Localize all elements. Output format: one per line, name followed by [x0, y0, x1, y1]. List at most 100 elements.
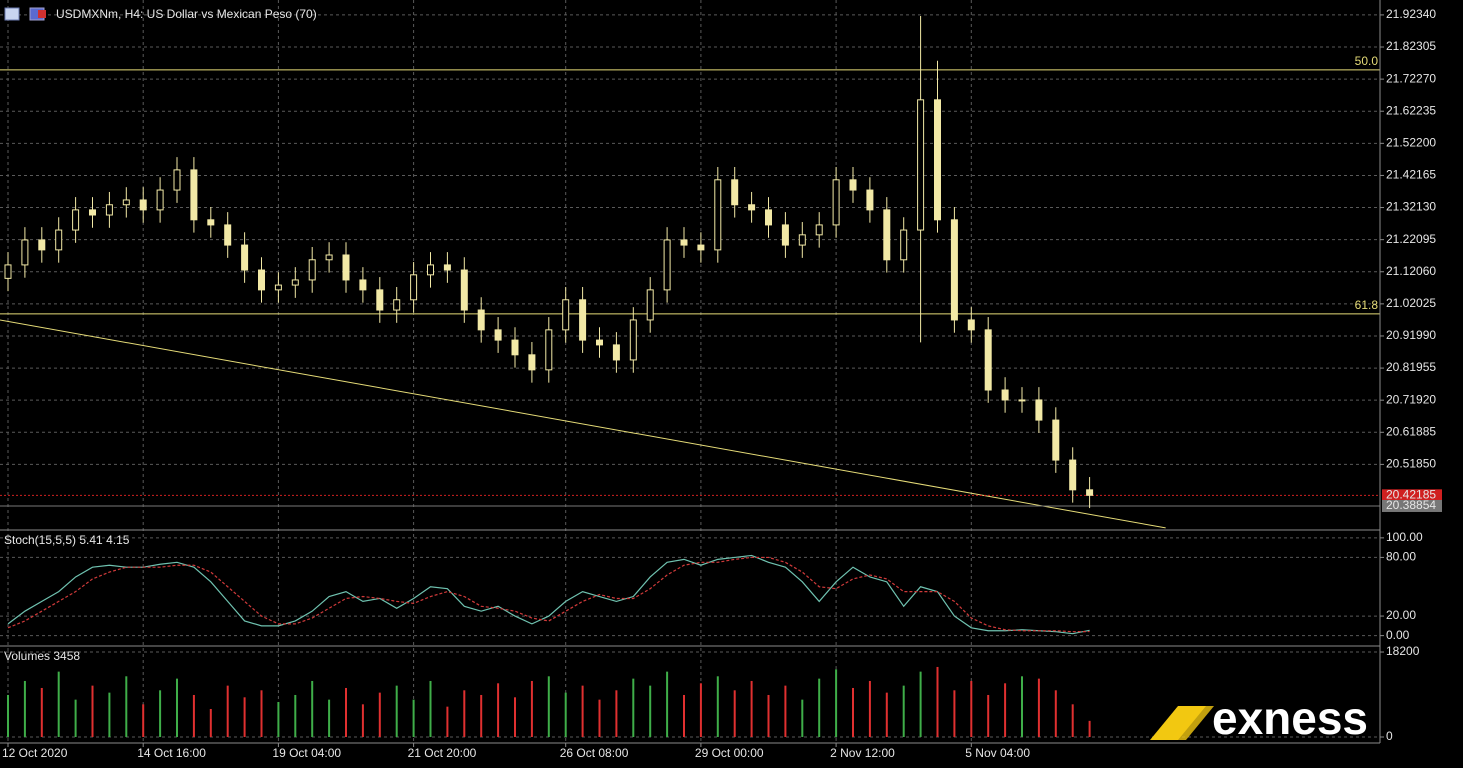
volume-bar	[885, 692, 888, 738]
volume-bar	[497, 683, 500, 738]
volume-bar	[987, 694, 990, 738]
y-tick-label: 20.91990	[1386, 328, 1436, 342]
volume-bar	[733, 690, 736, 738]
candle-body	[883, 209, 891, 261]
volume-bar	[868, 680, 871, 738]
candle-body	[629, 319, 637, 361]
y-tick-label: 20.61885	[1386, 424, 1436, 438]
volume-bar	[192, 694, 195, 738]
volume-bar	[378, 692, 381, 738]
candle-body	[274, 284, 282, 291]
y-tick-label: 0.00	[1386, 628, 1410, 642]
candle-body	[731, 179, 739, 206]
volume-bar	[1054, 690, 1057, 738]
volume-bar	[159, 690, 162, 738]
candle-body	[866, 189, 874, 211]
candle-body	[72, 209, 80, 231]
volume-bar	[412, 699, 415, 738]
y-tick-label: 20.71920	[1386, 392, 1436, 406]
volume-bar	[480, 694, 483, 738]
volume-bar	[902, 685, 905, 738]
candle-body	[1052, 419, 1060, 461]
level-label: 50.0	[1355, 54, 1379, 68]
candle-body	[21, 239, 29, 266]
mark-layer	[0, 15, 1442, 738]
volume-bar	[294, 694, 297, 738]
candle-body	[612, 344, 620, 361]
candle-body	[748, 204, 756, 211]
candle-body	[967, 319, 975, 331]
volume-bar	[142, 704, 145, 738]
candle-body	[258, 269, 265, 291]
logo: exness	[1150, 692, 1368, 744]
candle-body	[410, 274, 418, 301]
price-tag-label: 20.38854	[1386, 498, 1436, 512]
volume-bar	[970, 680, 973, 738]
candle-body	[4, 264, 12, 279]
volume-bar	[125, 676, 128, 738]
candle-body	[528, 354, 536, 371]
candle-body	[156, 189, 164, 211]
candle-body	[477, 309, 485, 331]
x-tick-label: 26 Oct 08:00	[560, 746, 629, 760]
candle-body	[376, 289, 384, 311]
candle-body	[460, 269, 468, 311]
volume-bar	[91, 685, 94, 738]
logo-text: exness	[1212, 692, 1368, 744]
volume-bar	[260, 690, 263, 738]
price-tag	[1382, 489, 1442, 502]
volume-bar	[649, 685, 652, 738]
candle-body	[1069, 459, 1077, 491]
y-tick-label: 21.72270	[1386, 71, 1436, 85]
y-tick-label: 20.00	[1386, 608, 1416, 622]
candle-body	[342, 254, 350, 281]
candle-body	[308, 259, 316, 281]
candle-body	[832, 179, 840, 226]
candle-body	[849, 179, 857, 191]
candle-body	[1018, 399, 1026, 402]
volume-bar	[463, 690, 466, 738]
volume-bar	[243, 697, 246, 738]
x-tick-label: 5 Nov 04:00	[965, 746, 1030, 760]
volume-bar	[57, 671, 60, 738]
candle-body	[646, 289, 654, 321]
y-tick-label: 80.00	[1386, 550, 1416, 564]
volume-bar	[666, 671, 669, 738]
candle-body	[1001, 389, 1009, 401]
y-tick-label: 21.12060	[1386, 264, 1436, 278]
volume-bar	[209, 708, 212, 738]
candle-body	[139, 199, 147, 211]
volume-bar	[699, 683, 702, 738]
volume-bar	[750, 680, 753, 738]
x-tick-label: 2 Nov 12:00	[830, 746, 895, 760]
volume-bar	[7, 694, 9, 738]
y-tick-label: 0	[1386, 729, 1393, 743]
candle-body	[55, 229, 63, 251]
candle-body	[697, 244, 705, 251]
candle-body	[714, 179, 722, 251]
volume-bar	[1021, 676, 1023, 738]
y-tick-label: 100.00	[1386, 530, 1423, 544]
candle-body	[443, 264, 451, 271]
volume-bar	[716, 676, 719, 738]
y-tick-label: 21.32130	[1386, 200, 1436, 214]
candle-body	[596, 339, 603, 346]
candle-body	[207, 219, 215, 226]
chart-header: USDMXNm, H4: US Dollar vs Mexican Peso (…	[56, 7, 317, 21]
x-tick-label: 21 Oct 20:00	[408, 746, 477, 760]
candle-body	[89, 209, 96, 216]
candle-body	[105, 204, 113, 216]
volume-bar	[40, 687, 43, 738]
icon	[4, 7, 20, 21]
indicator-title: Volumes 3458	[4, 649, 80, 663]
volume-bar	[581, 685, 584, 738]
y-tick-label: 21.82305	[1386, 39, 1436, 53]
candle-body	[663, 239, 671, 291]
volume-bar	[632, 678, 635, 738]
candle-body	[38, 239, 46, 251]
candle-body	[1035, 399, 1043, 421]
price-tag	[1382, 499, 1442, 512]
candle-body	[393, 299, 401, 311]
